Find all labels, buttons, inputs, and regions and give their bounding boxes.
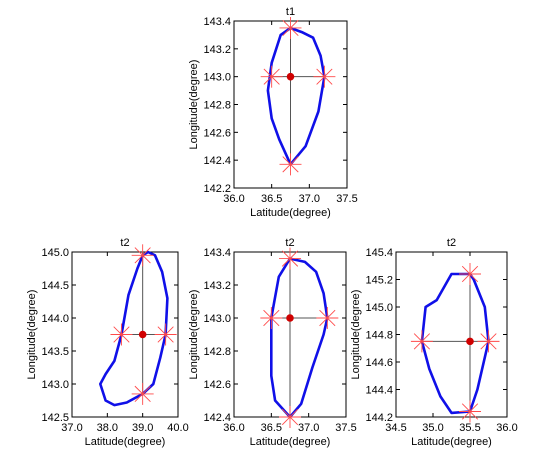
- y-tick-label: 144.5: [41, 280, 69, 292]
- x-tick-label: 37.5: [335, 422, 356, 434]
- star-marker-stroke: [461, 403, 479, 420]
- star-marker-stroke: [157, 326, 174, 343]
- y-axis-label: Longitude(degree): [188, 60, 200, 150]
- star-marker: [260, 307, 283, 329]
- x-tick-label: 35.5: [459, 422, 480, 434]
- x-tick-label: 35.0: [422, 422, 443, 434]
- star-marker-stroke: [316, 68, 333, 85]
- y-tick-label: 145.0: [41, 247, 69, 259]
- y-tick-label: 143.2: [203, 44, 231, 56]
- star-marker-stroke: [282, 156, 299, 173]
- star-marker: [110, 323, 133, 346]
- star-marker: [477, 330, 500, 353]
- star-marker: [313, 65, 336, 88]
- y-tick-label: 142.4: [203, 155, 231, 167]
- y-tick-label: 142.8: [203, 346, 231, 358]
- contour-line: [420, 272, 490, 415]
- x-tick-label: 34.5: [385, 422, 406, 434]
- star-marker: [279, 247, 301, 270]
- axes-frame: [395, 251, 508, 418]
- star-marker-stroke: [113, 326, 130, 343]
- y-tick-label: 143.0: [203, 72, 231, 84]
- y-tick-label: 142.6: [203, 127, 231, 139]
- x-tick-label: 39.0: [132, 422, 153, 434]
- contour-line: [266, 26, 326, 166]
- y-tick-label: 142.6: [203, 379, 231, 391]
- x-axis-label: Latitude(degree): [85, 436, 166, 448]
- x-tick-label: 36.0: [496, 422, 517, 434]
- y-tick-label: 145.2: [365, 275, 393, 287]
- star-marker-stroke: [480, 333, 497, 350]
- subplot-3: 36.0 36.5 37.0 37.5 142.4 142.6 142.8 143.0 143.…: [188, 237, 357, 448]
- subplot-1: 36.0 36.5 37.0 37.5 142.2 142.4 142.6 142.8 143.…: [188, 6, 358, 219]
- y-tick-label: 143.2: [203, 280, 231, 292]
- center-point: [466, 337, 474, 346]
- y-axis-label: Longitude(degree): [188, 290, 200, 380]
- y-tick-label: 143.4: [203, 16, 231, 28]
- chart-title: t2: [120, 237, 129, 249]
- y-axis-label: Longitude(degree): [26, 290, 38, 380]
- star-marker: [459, 400, 481, 423]
- y-tick-label: 144.4: [365, 385, 393, 397]
- star-marker-stroke: [263, 68, 280, 85]
- star-marker-stroke: [461, 265, 479, 283]
- x-tick-label: 36.0: [223, 193, 244, 205]
- subplot-2: 37.0 38.0 39.0 40.0 142.5 143.0 143.5 144.0 144.…: [26, 237, 189, 448]
- chart-title: t2: [285, 237, 294, 249]
- x-axis-label: Latitude(degree): [250, 207, 331, 219]
- x-tick-label: 36.0: [223, 422, 244, 434]
- star-marker-stroke: [134, 385, 151, 402]
- y-axis-label: Longitude(degree): [350, 290, 362, 380]
- star-marker-stroke: [282, 19, 299, 37]
- chart-title: t1: [286, 6, 295, 18]
- star-marker: [131, 382, 154, 405]
- y-tick-label: 143.0: [203, 313, 231, 325]
- y-tick-label: 142.8: [203, 100, 231, 112]
- x-tick-label: 36.5: [261, 193, 282, 205]
- star-marker: [154, 323, 177, 346]
- star-marker: [279, 406, 301, 428]
- y-tick-label: 143.4: [203, 247, 231, 259]
- x-tick-label: 37.5: [336, 193, 357, 205]
- star-marker: [260, 65, 283, 88]
- x-tick-label: 36.5: [261, 422, 282, 434]
- star-marker: [279, 16, 302, 39]
- star-marker: [279, 153, 302, 176]
- star-marker: [410, 330, 433, 353]
- x-axis-label: Latitude(degree): [250, 436, 331, 448]
- y-tick-label: 144.6: [365, 357, 393, 369]
- star-marker: [131, 244, 154, 267]
- x-tick-label: 37.0: [298, 422, 319, 434]
- x-tick-label: 38.0: [97, 422, 118, 434]
- center-point: [286, 314, 294, 322]
- x-tick-label: 40.0: [167, 422, 188, 434]
- star-marker: [459, 263, 481, 285]
- star-marker-stroke: [263, 309, 280, 327]
- star-marker-stroke: [134, 247, 151, 264]
- y-tick-label: 144.2: [365, 412, 393, 424]
- star-marker-stroke: [281, 250, 299, 267]
- x-axis-label: Latitude(degree): [411, 436, 492, 448]
- star-marker-stroke: [281, 408, 299, 426]
- subplot-4: 34.5 35.0 35.5 36.0 144.2 144.4 144.6 144.8 145.…: [350, 237, 518, 448]
- y-tick-label: 144.8: [365, 330, 393, 342]
- star-marker-stroke: [319, 309, 336, 327]
- y-tick-label: 142.2: [203, 183, 231, 195]
- center-point: [138, 330, 147, 339]
- y-tick-label: 143.0: [41, 379, 69, 391]
- y-tick-label: 142.5: [41, 412, 69, 424]
- y-tick-label: 143.5: [41, 346, 69, 358]
- y-tick-label: 145.4: [365, 247, 393, 259]
- y-tick-label: 145.0: [365, 302, 393, 314]
- center-point: [286, 72, 295, 81]
- y-tick-label: 142.4: [203, 412, 231, 424]
- chart-title: t2: [447, 237, 456, 249]
- star-marker: [316, 307, 339, 329]
- x-tick-label: 37.0: [299, 193, 320, 205]
- x-tick-label: 37.0: [61, 422, 82, 434]
- star-marker-stroke: [413, 333, 430, 350]
- y-tick-label: 144.0: [41, 313, 69, 325]
